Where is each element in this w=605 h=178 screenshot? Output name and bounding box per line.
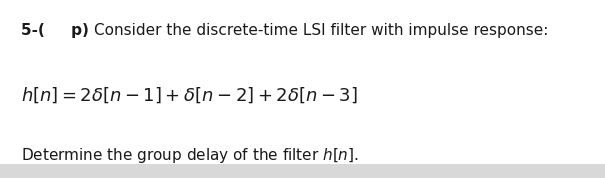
Text: 5-(     p): 5-( p) bbox=[21, 23, 89, 38]
Text: Determine the group delay of the filter $h[n]$.: Determine the group delay of the filter … bbox=[21, 146, 359, 165]
Text: Consider the discrete-time LSI filter with impulse response:: Consider the discrete-time LSI filter wi… bbox=[94, 23, 548, 38]
Text: $h[n] = 2\delta[n-1] + \delta[n-2] + 2\delta[n-3]$: $h[n] = 2\delta[n-1] + \delta[n-2] + 2\d… bbox=[21, 85, 358, 105]
FancyBboxPatch shape bbox=[0, 0, 605, 164]
